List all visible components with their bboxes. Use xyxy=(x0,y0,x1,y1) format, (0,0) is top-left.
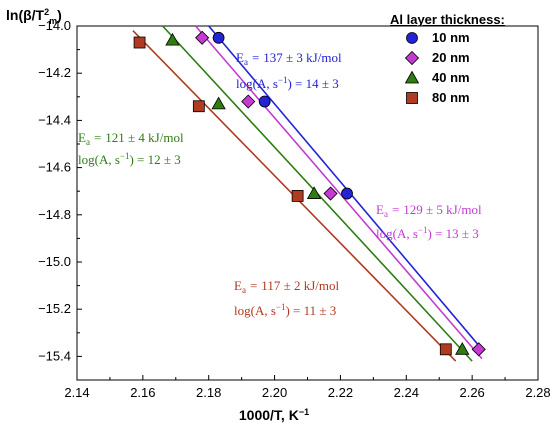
annotation-40nm-ea: Ea = 121 ± 4 kJ/mol xyxy=(78,130,184,147)
x-tick-label: 2.22 xyxy=(328,385,353,400)
x-axis-label: 1000/T, K−1 xyxy=(239,407,309,423)
data-point-80nm xyxy=(291,190,304,202)
legend-items: 10 nm 20 nm 40 nm 80 nm xyxy=(404,30,470,105)
data-point-80nm xyxy=(192,100,205,113)
data-point-40nm xyxy=(211,96,226,110)
annotation-40nm: Ea = 121 ± 4 kJ/mol log(A, s−1) = 12 ± 3 xyxy=(78,130,184,167)
y-tick-label: −14.2 xyxy=(38,65,71,80)
data-points xyxy=(133,30,486,357)
data-point-40nm xyxy=(306,186,322,199)
y-tick-label: −14.6 xyxy=(38,160,71,175)
annotation-10nm-loga: log(A, s−1) = 14 ± 3 xyxy=(236,75,339,91)
y-tick-label: −14.4 xyxy=(38,112,71,127)
legend-title: Al layer thickness: xyxy=(390,12,505,27)
annotation-40nm-loga: log(A, s−1) = 12 ± 3 xyxy=(78,151,181,167)
data-point-40nm xyxy=(455,342,470,355)
annotation-80nm: Ea = 117 ± 2 kJ/mol log(A, s−1) = 11 ± 3 xyxy=(234,278,339,318)
data-point-80nm xyxy=(133,36,146,49)
data-point-10nm xyxy=(258,95,271,108)
axis-ticks: 2.14 2.16 2.18 2.20 2.22 2.24 2.26 2.28 −14.0 −14… xyxy=(38,18,550,400)
y-tick-label: −14.8 xyxy=(38,207,71,222)
annotation-10nm-ea: Ea = 137 ± 3 kJ/mol xyxy=(236,50,342,67)
x-tick-label: 2.26 xyxy=(459,385,484,400)
data-point-40nm xyxy=(165,32,180,46)
y-tick-label: −15.4 xyxy=(38,348,71,363)
x-tick-label: 2.18 xyxy=(196,385,221,400)
legend: Al layer thickness: 10 nm 20 nm 40 nm 80 nm xyxy=(390,12,505,105)
data-point-20nm xyxy=(241,94,256,109)
annotation-80nm-ea: Ea = 117 ± 2 kJ/mol xyxy=(234,278,339,295)
annotation-10nm: Ea = 137 ± 3 kJ/mol log(A, s−1) = 14 ± 3 xyxy=(236,50,342,91)
y-tick-label: −15.2 xyxy=(38,301,71,316)
legend-label-80nm: 80 nm xyxy=(432,90,470,105)
annotation-20nm-loga: log(A, s−1) = 13 ± 3 xyxy=(376,225,479,241)
annotation-20nm: Ea = 129 ± 5 kJ/mol log(A, s−1) = 13 ± 3 xyxy=(376,202,482,241)
data-point-10nm xyxy=(212,31,225,44)
data-point-20nm xyxy=(323,186,338,201)
x-tick-label: 2.24 xyxy=(394,385,419,400)
x-tick-label: 2.14 xyxy=(64,385,89,400)
y-axis-label: ln(β/T2m) xyxy=(6,7,62,26)
legend-marker-80nm xyxy=(406,92,418,104)
x-tick-label: 2.16 xyxy=(130,385,155,400)
annotation-80nm-loga: log(A, s−1) = 11 ± 3 xyxy=(234,302,336,318)
data-point-80nm xyxy=(439,343,452,356)
y-tick-label: −14.0 xyxy=(38,18,71,33)
legend-label-10nm: 10 nm xyxy=(432,30,470,45)
data-point-20nm xyxy=(195,30,210,45)
legend-label-40nm: 40 nm xyxy=(432,70,470,85)
legend-label-20nm: 20 nm xyxy=(432,50,470,65)
data-point-10nm xyxy=(341,187,353,200)
data-point-20nm xyxy=(471,342,486,357)
x-tick-label: 2.20 xyxy=(262,385,287,400)
x-tick-label: 2.28 xyxy=(525,385,550,400)
legend-marker-10nm xyxy=(406,32,418,44)
annotation-20nm-ea: Ea = 129 ± 5 kJ/mol xyxy=(376,202,482,219)
fit-line-20nm xyxy=(194,25,483,360)
legend-marker-40nm xyxy=(404,70,420,84)
legend-marker-20nm xyxy=(404,50,420,66)
fit-line-10nm xyxy=(208,25,483,350)
y-tick-label: −15.0 xyxy=(38,254,71,269)
